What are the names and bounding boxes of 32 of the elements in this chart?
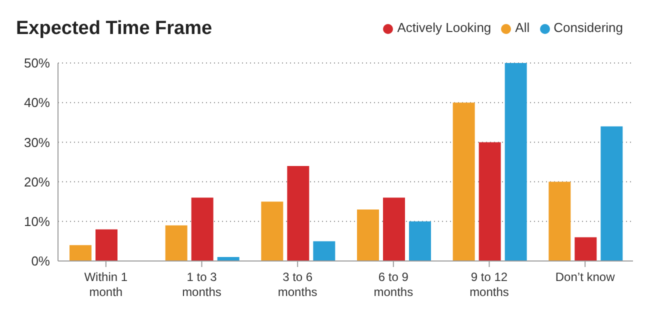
bar	[191, 198, 214, 261]
y-tick-label: 0%	[31, 254, 50, 269]
bar	[383, 198, 405, 261]
legend-label: Considering	[554, 20, 623, 35]
bar	[600, 126, 623, 261]
x-tick-label: Don’t know	[555, 270, 616, 284]
y-tick-label: 30%	[24, 134, 50, 150]
x-tick-label: 6 to 9 months	[374, 270, 414, 299]
bar	[357, 210, 379, 261]
bar	[313, 241, 336, 261]
chart-title: Expected Time Frame	[16, 18, 212, 40]
x-tick-label: Within 1 month	[84, 270, 128, 299]
y-tick-label: 10%	[24, 214, 50, 230]
x-tick-label: 3 to 6 months	[278, 270, 318, 299]
bar	[261, 202, 284, 261]
bar	[165, 225, 188, 261]
bar	[96, 229, 118, 261]
bar	[504, 63, 527, 261]
y-tick-label: 20%	[24, 174, 50, 190]
bar	[478, 142, 501, 261]
legend-label: Actively Looking	[397, 20, 492, 35]
y-tick-label: 40%	[24, 95, 50, 110]
bar	[548, 182, 571, 261]
bar	[574, 237, 597, 261]
legend-label: All	[515, 20, 530, 35]
bar	[409, 221, 431, 261]
x-tick-label: 9 to 12 months	[470, 270, 509, 299]
bar	[452, 102, 475, 261]
y-tick-label: 50%	[24, 56, 50, 71]
x-tick-label: 1 to 3 months	[182, 270, 222, 299]
bar	[70, 245, 92, 261]
bar	[287, 166, 310, 261]
